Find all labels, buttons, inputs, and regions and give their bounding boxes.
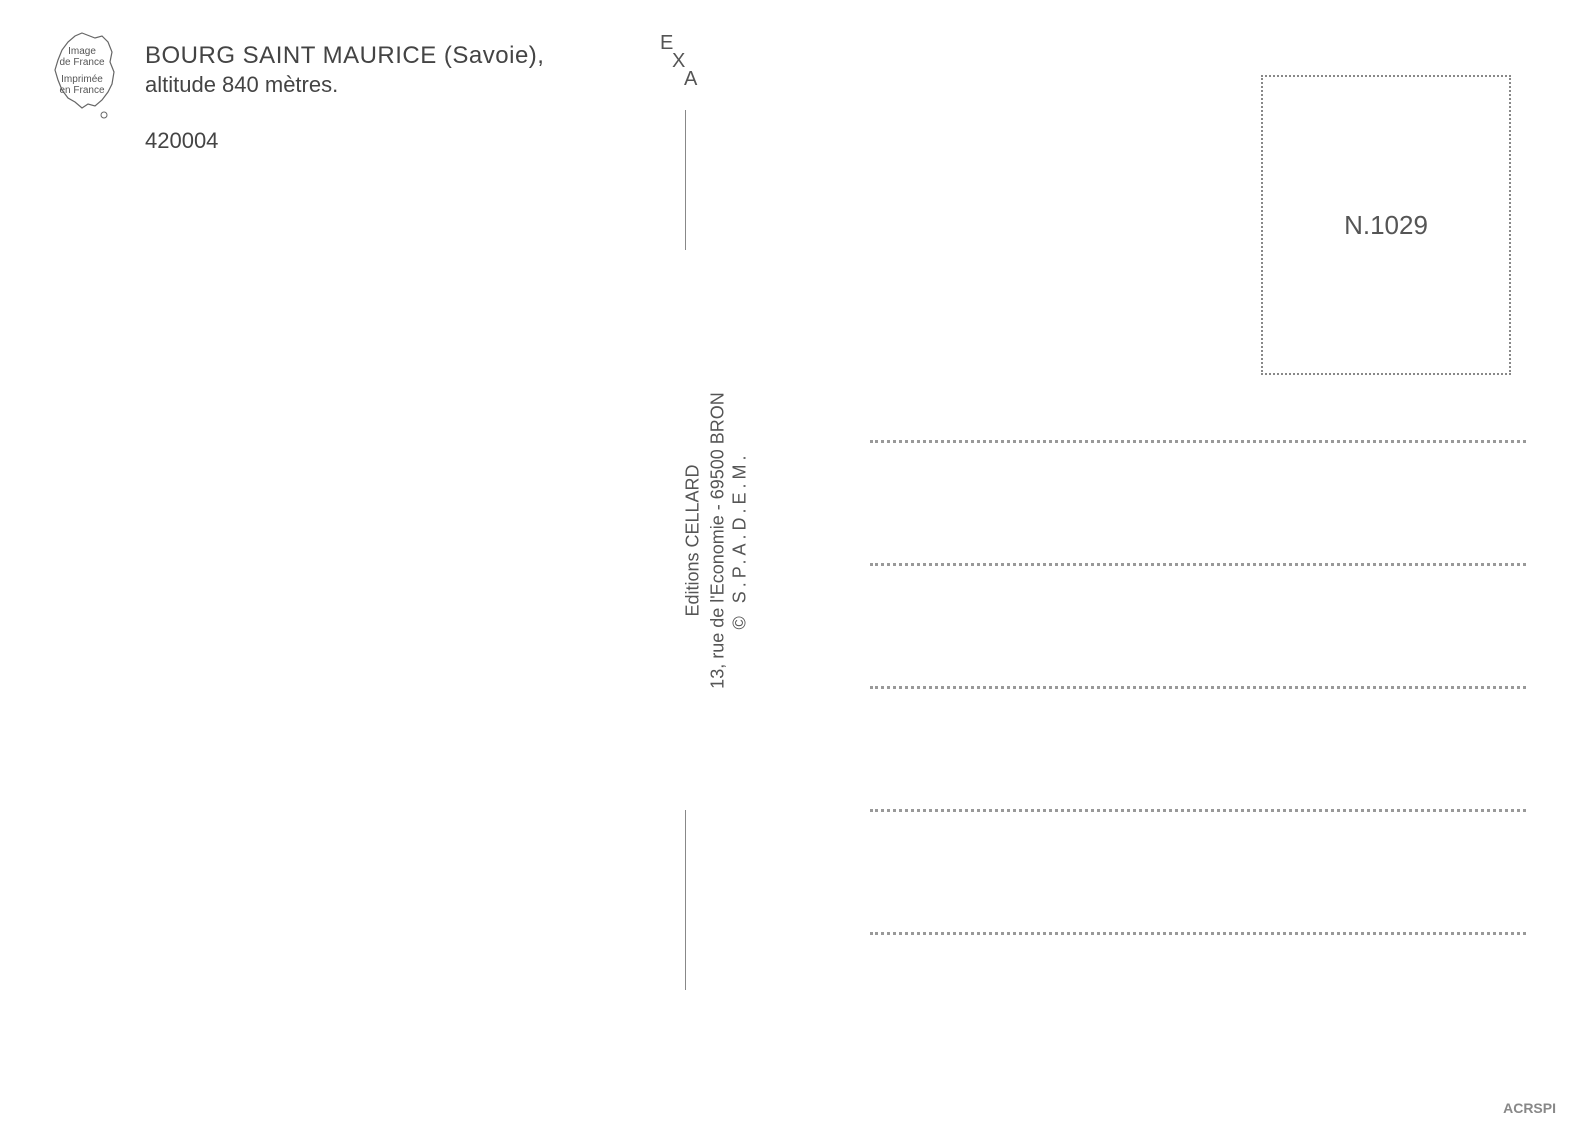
publisher-name: Editions CELLARD (683, 261, 704, 821)
publisher-address: 13, rue de l'Economie - 69500 BRON (708, 261, 729, 821)
address-line (870, 809, 1526, 812)
exa-a: A (684, 68, 699, 91)
address-line (870, 440, 1526, 443)
address-line (870, 686, 1526, 689)
corsica-dot (101, 112, 107, 118)
france-map-svg: Image de France Imprimée en France (40, 30, 125, 125)
stamp-placeholder-box: N.1029 (1261, 75, 1511, 375)
location-title: BOURG SAINT MAURICE (Savoie), (145, 42, 544, 70)
france-outline-badge: Image de France Imprimée en France (40, 30, 125, 125)
center-divider-bottom (685, 810, 686, 990)
title-block: BOURG SAINT MAURICE (Savoie), altitude 8… (145, 42, 544, 154)
france-text-1: Image (68, 46, 96, 57)
reference-number: 420004 (145, 128, 544, 154)
france-text-3: Imprimée (61, 74, 103, 85)
address-line (870, 932, 1526, 935)
postcard-back: Image de France Imprimée en France BOURG… (0, 0, 1581, 1131)
france-outline-path (55, 33, 114, 108)
altitude-text: altitude 840 mètres. (145, 72, 544, 98)
publisher-copyright: © S.P.A.D.E.M. (730, 261, 751, 821)
stamp-number: N.1029 (1344, 210, 1428, 241)
france-text-2: de France (59, 57, 104, 68)
france-text-4: en France (59, 85, 104, 96)
center-divider-top (685, 110, 686, 250)
address-lines-container (870, 440, 1526, 935)
corner-watermark: ACRSPI (1503, 1100, 1556, 1116)
address-line (870, 563, 1526, 566)
